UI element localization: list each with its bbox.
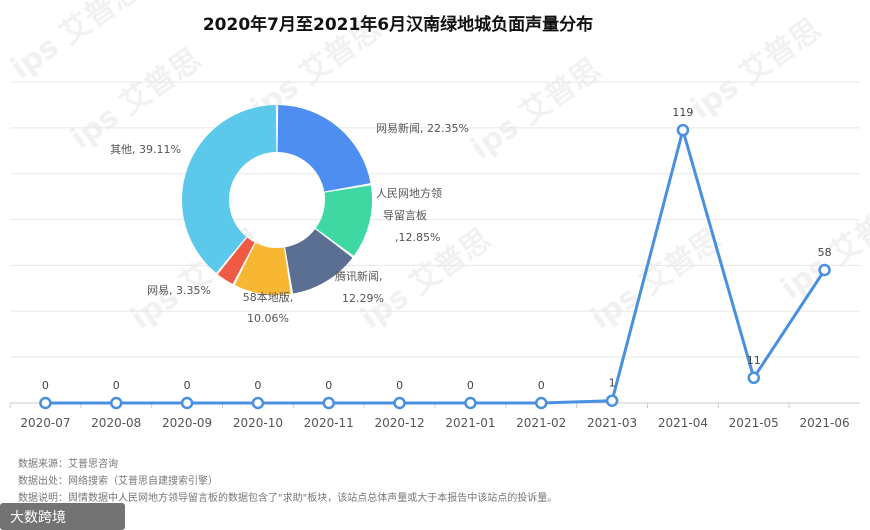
data-label: 0 <box>42 379 49 392</box>
x-tick-label: 2021-04 <box>658 416 708 430</box>
x-tick-label: 2020-11 <box>304 416 354 430</box>
data-label: 119 <box>672 106 693 119</box>
donut-label: 10.06% <box>247 312 289 325</box>
donut-label: ,12.85% <box>395 231 440 244</box>
watermark-text: ips 艾普思 <box>65 42 208 157</box>
donut-label: 网易, 3.35% <box>147 284 211 297</box>
footer-source: 数据来源：艾普思咨询 <box>18 457 118 470</box>
data-label: 0 <box>325 379 332 392</box>
donut-label: 网易新闻, 22.35% <box>376 121 469 135</box>
data-point <box>110 396 123 410</box>
watermark-text: ips 艾普思 <box>585 222 728 337</box>
footer-note: 数据说明：舆情数据中人民网地方领导留言板的数据包含了"求助"板块，该站点总体声量… <box>18 491 557 504</box>
x-tick-label: 2020-09 <box>162 416 212 430</box>
donut-chart <box>182 105 372 295</box>
x-tick-label: 2021-06 <box>800 416 850 430</box>
data-point <box>322 396 335 410</box>
data-point <box>393 396 406 410</box>
chart-title: 2020年7月至2021年6月汉南绿地城负面声量分布 <box>203 14 593 35</box>
data-point <box>464 396 477 410</box>
footer-origin: 数据出处：网络搜索（艾普思自建搜索引擎） <box>18 474 218 487</box>
donut-label: 导留言板 <box>383 208 427 222</box>
data-point <box>605 394 619 407</box>
x-tick-label: 2020-10 <box>233 416 283 430</box>
donut-label: 其他, 39.11% <box>110 143 181 156</box>
x-tick-label: 2020-07 <box>20 416 70 430</box>
donut-label: 人民网地方领 <box>376 186 442 200</box>
donut-slice <box>234 242 291 295</box>
data-label: 0 <box>113 379 120 392</box>
line-series: 0 0 0 0 0 0 0 0 1 119 11 58 <box>39 106 832 410</box>
x-tick-label: 2020-08 <box>91 416 141 430</box>
watermark-text: ips 艾普思 <box>465 52 608 167</box>
data-label: 1 <box>609 377 616 390</box>
x-axis: 2020-07 2020-08 2020-09 2020-10 2020-11 2020-… <box>9 402 860 430</box>
watermark-text: ips 艾普思 <box>685 12 828 127</box>
x-tick-label: 2021-03 <box>587 416 637 430</box>
data-point <box>676 123 690 137</box>
data-point <box>39 396 52 410</box>
donut-slice <box>315 185 372 256</box>
data-point <box>818 263 831 277</box>
data-label: 11 <box>747 354 761 367</box>
series-line <box>45 128 826 405</box>
brand-badge-bg <box>0 503 125 530</box>
donut-labels: 网易新闻, 22.35% 人民网地方领导留言板 ,12.85% 腾讯新闻, 12.29%… <box>110 121 469 325</box>
donut-label: 12.29% <box>342 292 384 305</box>
footer-notes: 数据来源：艾普思咨询 数据出处：网络搜索（艾普思自建搜索引擎） 数据说明：舆情数… <box>18 457 557 504</box>
donut-slice <box>182 105 277 273</box>
data-point <box>747 371 760 385</box>
data-point <box>180 396 194 410</box>
brand-logo-text: 大数跨境 <box>10 510 66 526</box>
data-label: 0 <box>254 379 261 392</box>
watermark-text: ips 艾普思 <box>5 0 148 87</box>
x-tick-label: 2021-02 <box>516 416 566 430</box>
x-tick-label: 2020-12 <box>375 416 425 430</box>
data-label: 0 <box>396 379 403 392</box>
data-label: 0 <box>467 379 474 392</box>
data-label: 58 <box>818 246 832 259</box>
data-point <box>251 396 265 410</box>
donut-slice <box>217 237 255 284</box>
donut-label: 58本地版, <box>243 290 294 304</box>
brand-badge: 大数跨境 <box>0 503 125 530</box>
donut-slice <box>285 229 353 294</box>
donut-slice <box>277 105 371 192</box>
x-tick-label: 2021-05 <box>729 416 779 430</box>
x-tick-label: 2021-01 <box>445 416 495 430</box>
data-point <box>535 396 548 410</box>
data-label: 0 <box>184 379 191 392</box>
donut-label: 腾讯新闻, <box>335 269 383 283</box>
data-label: 0 <box>538 379 545 392</box>
